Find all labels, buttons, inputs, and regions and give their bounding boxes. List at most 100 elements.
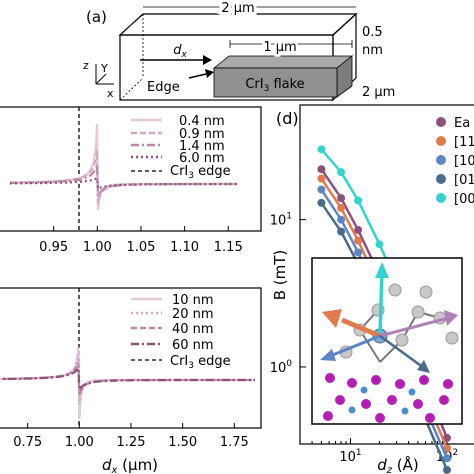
y-tick-label: 100 <box>270 359 293 376</box>
substrate-atom <box>443 379 453 389</box>
upper-legend-label-1: 0.4 nm <box>179 114 225 129</box>
atom-gray <box>395 333 409 347</box>
substrate-atom <box>419 375 429 385</box>
axis-y-label: Y <box>100 62 108 75</box>
arrow-orange-head <box>322 309 342 328</box>
substrate-atom <box>325 373 335 383</box>
substrate-atom <box>361 399 371 409</box>
substrate-atom-blue <box>360 386 368 394</box>
series-point-1 <box>317 174 326 183</box>
panel-d-legend-marker-4 <box>436 174 446 184</box>
series-point-2 <box>354 248 363 257</box>
substrate-atom <box>375 413 385 423</box>
x-tick-label: 0.95 <box>39 240 68 255</box>
upper-legend-label-edge: CrI3 edge <box>170 164 231 181</box>
molecule-inset <box>311 257 463 425</box>
panel-d-legend-label-1: Ea <box>454 116 470 131</box>
lower-legend: 10 nm 20 nm 40 nm 60 nm CrI3 edge <box>131 293 231 371</box>
height-label-1: 0.5 <box>362 25 383 40</box>
panel-d-x-axis-label: dz (Å) <box>377 455 419 474</box>
arrow-orange <box>341 317 381 339</box>
panel-d-frame <box>299 104 474 445</box>
upper-plot-frame <box>0 106 262 232</box>
series-point-4 <box>354 196 363 205</box>
atom-gray <box>419 285 433 299</box>
curve-1.4nm <box>10 164 237 197</box>
series-point-4 <box>337 168 346 177</box>
atom-gray <box>388 283 402 297</box>
arrow-slate <box>379 334 425 370</box>
panel-d-legend-marker-1 <box>436 117 446 127</box>
series-point-1 <box>337 203 346 212</box>
x-tick-label: 101 <box>339 448 361 465</box>
x-tick-label: 0.75 <box>13 435 42 450</box>
x-tick-label: 1.00 <box>65 435 94 450</box>
dx-arrowhead <box>203 55 212 65</box>
depth-label: 2 μm <box>362 85 395 100</box>
series-point-3 <box>442 465 451 474</box>
substrate-atom-blue <box>408 388 416 396</box>
dx-label: dx <box>173 43 187 60</box>
flake-top <box>212 55 354 69</box>
upper-legend-label-3: 1.4 nm <box>179 139 225 154</box>
substrate-atom <box>335 395 345 405</box>
edge-label: Edge <box>147 80 180 95</box>
substrate-atom-blue <box>401 407 409 415</box>
arrow-blue <box>329 334 381 358</box>
series-point-0 <box>337 194 346 203</box>
series-point-0 <box>317 165 326 174</box>
panel-d-legend-marker-3 <box>436 155 446 165</box>
upper-plot: 0.95 1.00 1.05 1.10 1.15 0.4 nm 0.9 nm 1.4 n… <box>0 106 262 255</box>
axis-x-label: x <box>107 87 114 100</box>
upper-legend-label-4: 6.0 nm <box>179 151 225 166</box>
atom-gray <box>411 305 425 319</box>
height-label-2: nm <box>362 43 383 58</box>
series-point-2 <box>337 215 346 224</box>
lower-legend-label-1: 10 nm <box>172 293 214 308</box>
arrow-blue-head <box>320 349 336 361</box>
lower-plot: 0.500.751.001.251.501.75 10 nm 20 nm 40 … <box>0 287 262 474</box>
lower-legend-label-edge: CrI3 edge <box>170 354 231 371</box>
substrate-atom <box>395 379 405 389</box>
series-point-0 <box>354 226 363 235</box>
upper-legend-label-2: 0.9 nm <box>179 127 225 142</box>
arrow-purple-head <box>444 310 458 326</box>
series-point-2 <box>317 185 326 194</box>
lower-legend-label-4: 60 nm <box>172 338 214 353</box>
x-tick-label: 1.50 <box>168 435 197 450</box>
panel-d-legend-label-5: [00 <box>454 192 474 207</box>
panel-d: (d) B (mT) 100101101102 Ea [11 [10 [01 [… <box>270 104 474 474</box>
panel-d-y-label: B (mT) <box>271 250 289 301</box>
series-point-1 <box>354 236 363 245</box>
x-tick-label: 1.75 <box>220 435 249 450</box>
arrow-cyan-head <box>375 262 389 278</box>
panel-a: (a) 2 μm 0.5 nm CrI3 flake 1 μm dx Edge <box>83 0 395 102</box>
x-tick-label: 1.15 <box>214 240 243 255</box>
panel-a-label: (a) <box>86 8 107 26</box>
series-point-1 <box>442 444 451 453</box>
x-tick-label: 1.05 <box>126 240 155 255</box>
inner-dimension-label: 1 μm <box>263 40 296 55</box>
panel-d-legend-label-2: [11 <box>454 135 474 150</box>
lower-plot-frame <box>0 287 262 429</box>
curve-60nm <box>0 364 255 394</box>
edge-arrowhead <box>205 69 214 78</box>
substrate-atom <box>347 378 357 388</box>
series-point-4 <box>375 240 384 249</box>
substrate-atoms <box>323 373 453 423</box>
box-back-top <box>118 13 358 36</box>
lower-curves <box>0 347 255 420</box>
panel-d-legend-marker-5 <box>436 193 446 203</box>
series-point-3 <box>317 198 326 207</box>
substrate-atom-blue <box>348 406 356 414</box>
upper-x-ticks: 0.95 1.00 1.05 1.10 1.15 <box>39 226 243 255</box>
substrate-atom <box>425 413 435 423</box>
panel-d-legend-marker-2 <box>436 136 446 146</box>
axis-y-line <box>95 73 107 85</box>
lower-legend-label-3: 40 nm <box>172 322 214 337</box>
flake-label: CrI3 flake <box>245 77 304 94</box>
substrate-atom <box>439 395 449 405</box>
x-tick-label: 1.10 <box>170 240 199 255</box>
series-point-4 <box>317 145 326 154</box>
